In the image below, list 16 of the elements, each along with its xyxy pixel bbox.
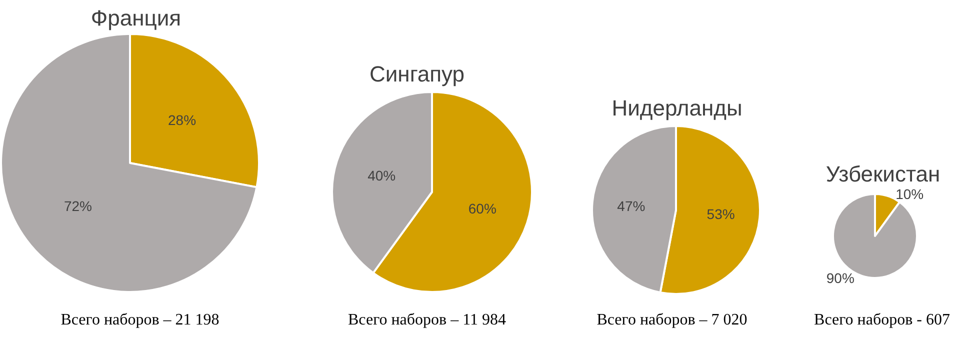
chart-title: Франция [90,6,182,30]
data-label: 10% [896,186,924,202]
text: Всего наборов - 607 [814,312,950,328]
data-label: 40% [368,168,396,184]
text: Всего наборов – 11 984 [348,312,506,328]
data-label: 90% [826,270,854,286]
data-label: 72% [64,198,92,214]
chart-title: Узбекистан [826,162,940,186]
chart-title: Сингапур [369,62,465,86]
text: Всего наборов – 7 020 [596,312,748,328]
data-label: 47% [617,198,646,214]
data-label: 28% [168,112,196,128]
chart-title: Нидерланды [612,96,742,120]
text: Всего наборов – 21 198 [60,312,220,328]
data-label: 60% [468,200,496,216]
data-label: 53% [706,206,735,222]
